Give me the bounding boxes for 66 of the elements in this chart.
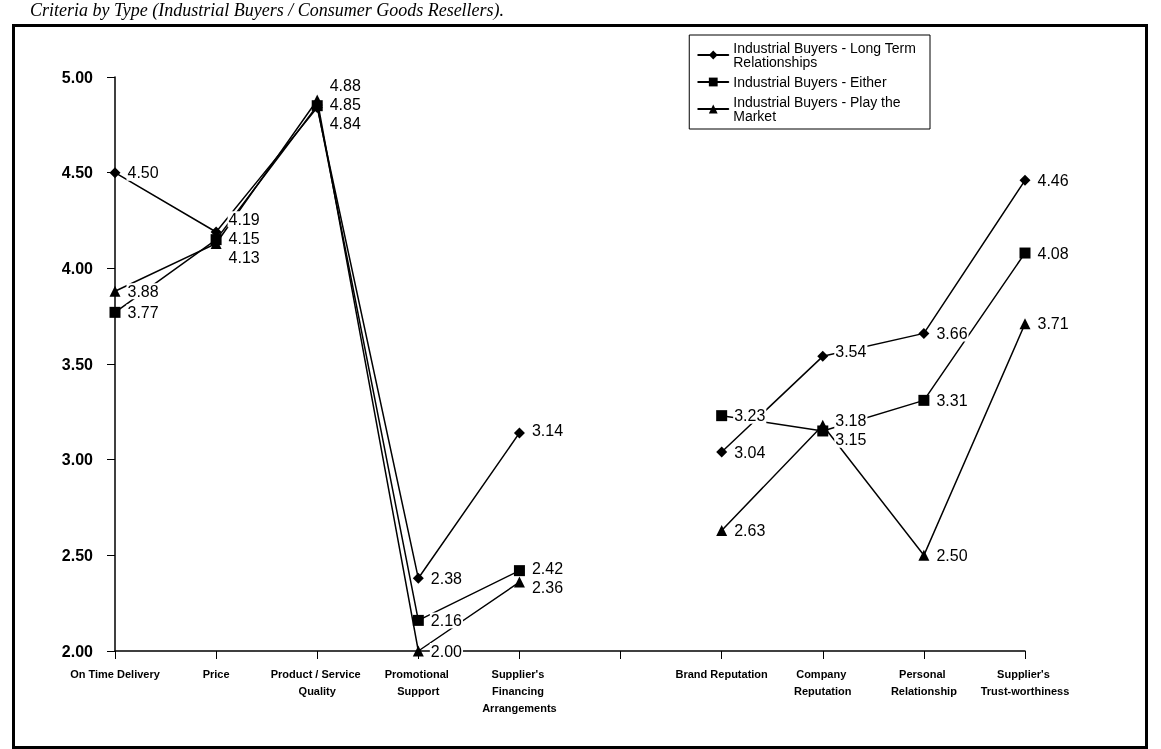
chart-title: Criteria by Type (Industrial Buyers / Consumer Goods Resellers). xyxy=(30,0,505,22)
data-label: 2.63 xyxy=(734,521,766,539)
point xyxy=(817,350,829,362)
data-label: 2.50 xyxy=(936,546,968,564)
data-label: 4.13 xyxy=(228,248,260,266)
point xyxy=(412,572,424,584)
data-label: 2.38 xyxy=(430,569,463,587)
point xyxy=(513,576,525,588)
point xyxy=(716,446,728,458)
data-label: 3.66 xyxy=(936,324,968,342)
data-label: 4.50 xyxy=(127,164,159,182)
x-tick-label: Price xyxy=(202,667,230,680)
data-label: 3.54 xyxy=(835,343,867,361)
y-tick-label: 2.50 xyxy=(61,546,94,564)
data-label: 3.14 xyxy=(531,421,564,439)
data-label: 3.23 xyxy=(734,407,766,425)
data-label: 4.46 xyxy=(1037,171,1069,189)
point xyxy=(513,565,525,577)
x-tick-label: Brand Reputation xyxy=(675,667,769,680)
x-tick-label: Supplier's Financing Arrangements xyxy=(482,667,557,714)
point xyxy=(918,327,930,339)
data-label: 3.88 xyxy=(127,282,159,300)
x-tick-label: Supplier's Trust-worthiness xyxy=(980,667,1070,697)
y-tick-label: 2.00 xyxy=(61,642,94,660)
point xyxy=(311,94,323,106)
point xyxy=(109,285,121,297)
legend-label: Industrial Buyers - Play the Market xyxy=(733,94,905,124)
data-label: 2.00 xyxy=(430,642,463,660)
legend-label: Industrial Buyers - Either xyxy=(733,74,887,90)
data-label: 3.04 xyxy=(734,443,766,461)
data-label: 4.08 xyxy=(1037,244,1069,262)
y-tick-label: 4.00 xyxy=(61,259,94,277)
y-tick-label: 3.50 xyxy=(61,355,94,373)
point xyxy=(918,394,930,406)
point xyxy=(918,549,930,561)
data-label: 2.36 xyxy=(531,578,564,596)
point xyxy=(513,427,525,439)
data-label: 2.16 xyxy=(430,611,463,629)
data-label: 4.88 xyxy=(329,76,361,94)
x-tick-label: On Time Delivery xyxy=(70,667,161,680)
point xyxy=(716,524,728,536)
data-label: 4.85 xyxy=(329,95,361,113)
y-tick-label: 5.00 xyxy=(61,68,94,86)
point xyxy=(412,645,424,657)
data-label: 3.77 xyxy=(127,303,159,321)
data-label: 2.42 xyxy=(531,559,564,577)
data-label: 4.15 xyxy=(228,229,260,247)
point xyxy=(1019,318,1031,330)
point xyxy=(1019,247,1031,259)
point xyxy=(716,410,728,422)
y-tick-label: 4.50 xyxy=(61,164,94,182)
x-tick-label: Product / Service Quality xyxy=(270,667,364,697)
legend-label: Industrial Buyers - Long Term Relationships xyxy=(733,40,920,70)
x-tick-label: Personal Relationship xyxy=(890,667,958,697)
data-label: 3.31 xyxy=(936,391,968,409)
data-label: 4.84 xyxy=(329,114,361,132)
data-label: 3.15 xyxy=(835,431,867,449)
point xyxy=(412,614,424,626)
data-label: 3.18 xyxy=(835,412,867,430)
x-tick-label: Promotional Support xyxy=(384,667,452,697)
x-tick-label: Company Reputation xyxy=(794,667,852,697)
data-label: 3.71 xyxy=(1037,315,1069,333)
data-label: 4.19 xyxy=(228,210,260,228)
point xyxy=(1019,174,1031,186)
point xyxy=(109,306,121,318)
y-tick-label: 3.00 xyxy=(61,451,94,469)
